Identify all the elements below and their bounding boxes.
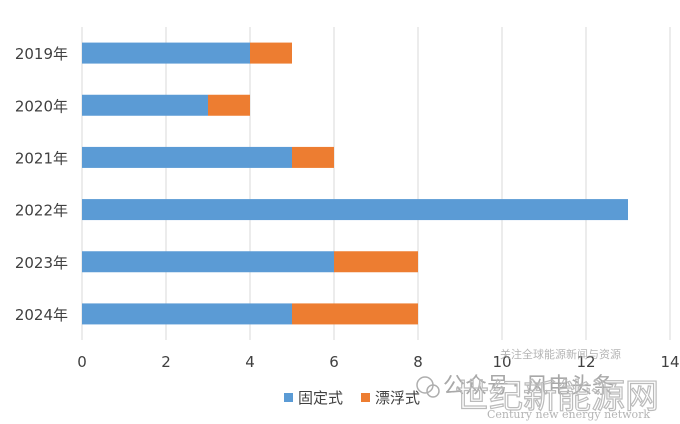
- x-tick-labels: 0 2 4 6 8 10 12 14: [77, 353, 679, 371]
- category-label-1: 2020年: [15, 97, 68, 115]
- gridlines: [81, 27, 671, 340]
- bar-floating-0: [250, 42, 292, 64]
- watermark: 关注全球能源新闻与资源 公众号 · 风电头条 世纪新能源网 Century ne…: [416, 347, 660, 421]
- watermark-account-name: · 风电头条: [512, 374, 614, 399]
- category-label-4: 2023年: [15, 254, 68, 272]
- legend-label-0: 固定式: [298, 389, 343, 407]
- bar-fixed-1: [82, 94, 208, 116]
- legend: 固定式 漂浮式: [284, 389, 420, 407]
- bar-floating-5: [292, 303, 418, 325]
- wechat-icon: [416, 376, 440, 398]
- bar-floating-4: [334, 251, 418, 273]
- category-label-5: 2024年: [15, 306, 68, 324]
- legend-swatch-0: [284, 393, 293, 402]
- legend-label-1: 漂浮式: [375, 389, 420, 407]
- category-label-2: 2021年: [15, 149, 68, 167]
- category-label-3: 2022年: [15, 202, 68, 220]
- x-tick-label-6: 12: [576, 353, 595, 371]
- category-labels: 2019年 2020年 2021年 2022年 2023年 2024年: [15, 45, 68, 324]
- bar-fixed-5: [82, 303, 292, 325]
- x-tick-label-1: 2: [161, 353, 171, 371]
- watermark-account-prefix: 公众号: [443, 374, 509, 399]
- bar-fixed-4: [82, 251, 334, 273]
- bar-fixed-3: [82, 199, 628, 221]
- bars: [82, 42, 628, 325]
- watermark-site-name: 世纪新能源网: [455, 377, 659, 417]
- legend-swatch-1: [361, 393, 370, 402]
- bar-fixed-2: [82, 146, 292, 168]
- category-label-0: 2019年: [15, 45, 68, 63]
- x-tick-label-7: 14: [660, 353, 679, 371]
- bar-floating-1: [208, 94, 250, 116]
- bar-fixed-0: [82, 42, 250, 64]
- x-tick-label-5: 10: [492, 353, 511, 371]
- watermark-site-name-en: Century new energy network: [487, 408, 650, 421]
- x-tick-label-3: 6: [329, 353, 339, 371]
- x-tick-label-0: 0: [77, 353, 87, 371]
- x-tick-label-4: 8: [413, 353, 423, 371]
- bar-floating-2: [292, 146, 334, 168]
- watermark-tagline: 关注全球能源新闻与资源: [500, 347, 621, 361]
- x-tick-label-2: 4: [245, 353, 255, 371]
